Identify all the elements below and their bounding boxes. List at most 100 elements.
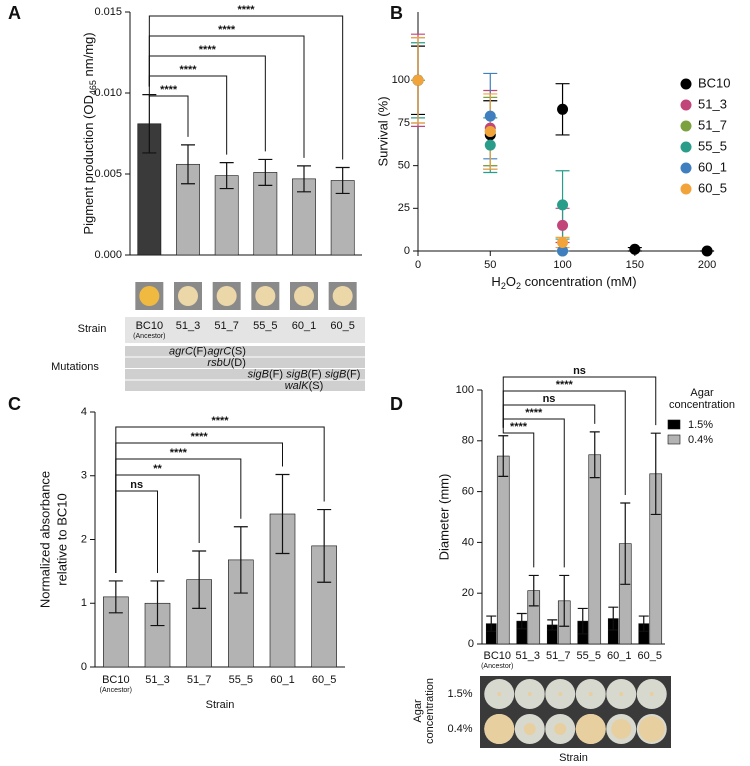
point bbox=[701, 245, 713, 257]
x-tick-label: 55_5 bbox=[577, 650, 601, 662]
point bbox=[557, 245, 569, 257]
error-bar bbox=[108, 580, 123, 614]
y-tick-label: 3 bbox=[81, 470, 87, 482]
significance-bracket bbox=[115, 426, 325, 573]
error-bar bbox=[486, 615, 497, 632]
x-tick-label: 60_5 bbox=[638, 650, 662, 662]
x-tick-label: 51_7 bbox=[214, 320, 238, 332]
significance-label: **** bbox=[556, 379, 574, 391]
x-tick-label: 51_3 bbox=[516, 650, 540, 662]
x-tick-label: 100 bbox=[553, 259, 571, 271]
y-tick-label: 20 bbox=[462, 587, 474, 599]
panel-letter: B bbox=[390, 3, 403, 23]
significance-label: **** bbox=[211, 415, 229, 427]
error-bar bbox=[275, 473, 290, 555]
colony bbox=[638, 716, 665, 742]
significance-label: ns bbox=[543, 393, 556, 405]
x-tick-label: BC10 bbox=[483, 650, 511, 662]
x-axis-label-part: concentration (mM) bbox=[521, 274, 637, 289]
bar bbox=[496, 455, 510, 645]
legend-swatch bbox=[667, 419, 681, 430]
mutation: agrC(S) bbox=[207, 345, 246, 357]
y-axis-label-part: 465 bbox=[88, 80, 98, 95]
significance-bracket bbox=[502, 376, 657, 428]
category-note: (Ancestor) bbox=[481, 663, 513, 670]
significance-bracket bbox=[148, 86, 189, 137]
y-tick-label: 0.015 bbox=[94, 6, 122, 18]
error-bar bbox=[608, 606, 619, 631]
mutation: rsbU(D) bbox=[207, 357, 246, 369]
colony bbox=[554, 723, 567, 735]
gene: sigB bbox=[325, 368, 346, 380]
category-note: (Ancestor) bbox=[100, 687, 132, 694]
significance-label: ns bbox=[573, 365, 586, 377]
mutation: agrC(F) bbox=[169, 345, 207, 357]
legend-label: 1.5% bbox=[688, 419, 713, 431]
photo-axis-label: concentration bbox=[424, 678, 436, 744]
effect: (F) bbox=[193, 345, 207, 357]
colony bbox=[216, 286, 237, 306]
mutation-row bbox=[125, 380, 365, 391]
x-tick-label: 200 bbox=[698, 259, 716, 271]
point bbox=[629, 243, 641, 255]
photo-axis-label: Agar bbox=[412, 699, 424, 723]
x-axis-label: H2O2 concentration (mM) bbox=[491, 274, 636, 291]
gene: walK bbox=[285, 380, 310, 392]
significance-bracket bbox=[502, 427, 535, 568]
gene: agrC bbox=[169, 345, 193, 357]
y-axis-label-part: nm/mg) bbox=[81, 32, 96, 80]
x-tick-label: BC10 bbox=[102, 674, 130, 686]
error-bar bbox=[498, 435, 509, 477]
error-bar bbox=[335, 166, 350, 195]
x-tick-label: 55_5 bbox=[253, 320, 277, 332]
colony bbox=[139, 286, 160, 306]
significance-label: **** bbox=[525, 407, 543, 419]
significance-label: ns bbox=[130, 479, 143, 491]
significance-label: **** bbox=[199, 44, 217, 56]
legend-label: 51_7 bbox=[698, 117, 727, 132]
point bbox=[484, 126, 496, 137]
effect: (D) bbox=[231, 357, 246, 369]
gene: rsbU bbox=[207, 357, 230, 369]
y-tick-label: 100 bbox=[456, 384, 474, 396]
y-tick-label: 75 bbox=[398, 117, 410, 129]
significance-label: **** bbox=[179, 64, 197, 76]
legend-label: 55_5 bbox=[698, 138, 727, 153]
photo-row-label: 0.4% bbox=[447, 723, 472, 735]
significance-label: **** bbox=[218, 24, 236, 36]
y-axis-label: Pigment production (OD465 nm/mg) bbox=[81, 32, 98, 234]
legend-label: 60_1 bbox=[698, 159, 727, 174]
gene: sigB bbox=[248, 368, 269, 380]
x-tick-label: 55_5 bbox=[229, 674, 253, 686]
colony bbox=[294, 286, 314, 306]
x-tick-label: 60_1 bbox=[270, 674, 294, 686]
x-tick-label: 60_5 bbox=[330, 320, 354, 332]
panel-letter: C bbox=[8, 394, 21, 414]
point bbox=[557, 199, 569, 211]
legend-label: 0.4% bbox=[688, 434, 713, 446]
mutation-row bbox=[125, 357, 365, 368]
colony bbox=[575, 714, 606, 744]
mutation-row bbox=[125, 346, 365, 357]
y-axis-label-part: Pigment production (OD bbox=[81, 95, 96, 234]
y-tick-label: 40 bbox=[462, 536, 474, 548]
legend-marker bbox=[680, 120, 692, 132]
effect: (F) bbox=[269, 368, 283, 380]
legend-marker bbox=[680, 78, 692, 90]
mutation-row bbox=[125, 369, 365, 380]
y-axis-label: Normalized absorbance bbox=[37, 471, 52, 608]
row-label: Strain bbox=[78, 323, 107, 335]
effect: (S) bbox=[231, 345, 246, 357]
error-bar bbox=[219, 162, 234, 190]
effect: (S) bbox=[309, 380, 324, 392]
y-tick-label: 25 bbox=[398, 202, 410, 214]
row-label: Mutations bbox=[51, 361, 99, 373]
error-bar bbox=[192, 550, 207, 609]
significance-bracket bbox=[148, 55, 266, 152]
colony bbox=[611, 719, 632, 739]
x-axis-label-part: 2 bbox=[501, 281, 506, 291]
y-tick-label: 4 bbox=[81, 406, 87, 418]
colony bbox=[588, 692, 593, 696]
colony bbox=[523, 723, 536, 735]
